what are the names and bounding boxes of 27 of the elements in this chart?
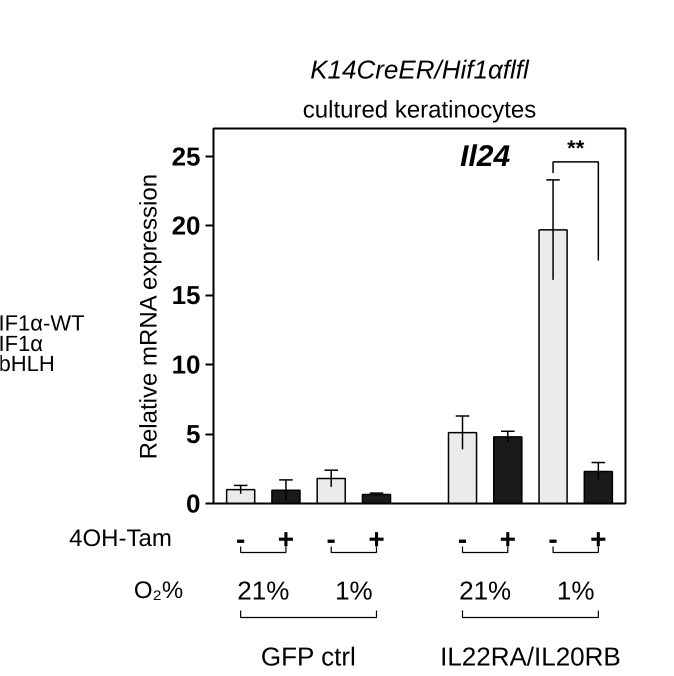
x-tick-label: + [500, 524, 516, 554]
y-tick-label: 5 [186, 419, 201, 450]
y-tick-label: 10 [172, 350, 200, 380]
annotation: ** [567, 135, 585, 160]
y-tick-label: 15 [172, 280, 200, 310]
text: 4OH-Tam [69, 525, 172, 552]
text: 21% [237, 576, 290, 606]
x-tick-label: - [326, 524, 336, 554]
x-tick-label: - [458, 524, 468, 554]
y-tick-label: 0 [186, 488, 201, 518]
text: 21% [459, 576, 512, 606]
chart-subtitle: cultured keratinocytes [302, 96, 536, 124]
text: 1% [335, 576, 373, 606]
y-tick-label: 20 [172, 210, 200, 241]
x-tick-label: - [236, 524, 246, 554]
chart-title: K14CreER/Hif1αflfl [310, 54, 530, 84]
annotation: Il24 [460, 140, 510, 173]
y-axis-title: Relative mRNA expression [136, 174, 163, 460]
text: IL22RA/IL20RB [440, 642, 621, 672]
y-tick-label: 25 [172, 141, 200, 172]
x-tick-label: + [278, 524, 294, 554]
text: 1% [556, 576, 594, 606]
text: GFP ctrl [260, 642, 356, 672]
x-tick-label: + [368, 524, 385, 554]
x-tick-label: - [548, 524, 558, 554]
x-tick-label: + [590, 524, 607, 554]
text: O₂% [134, 577, 184, 604]
